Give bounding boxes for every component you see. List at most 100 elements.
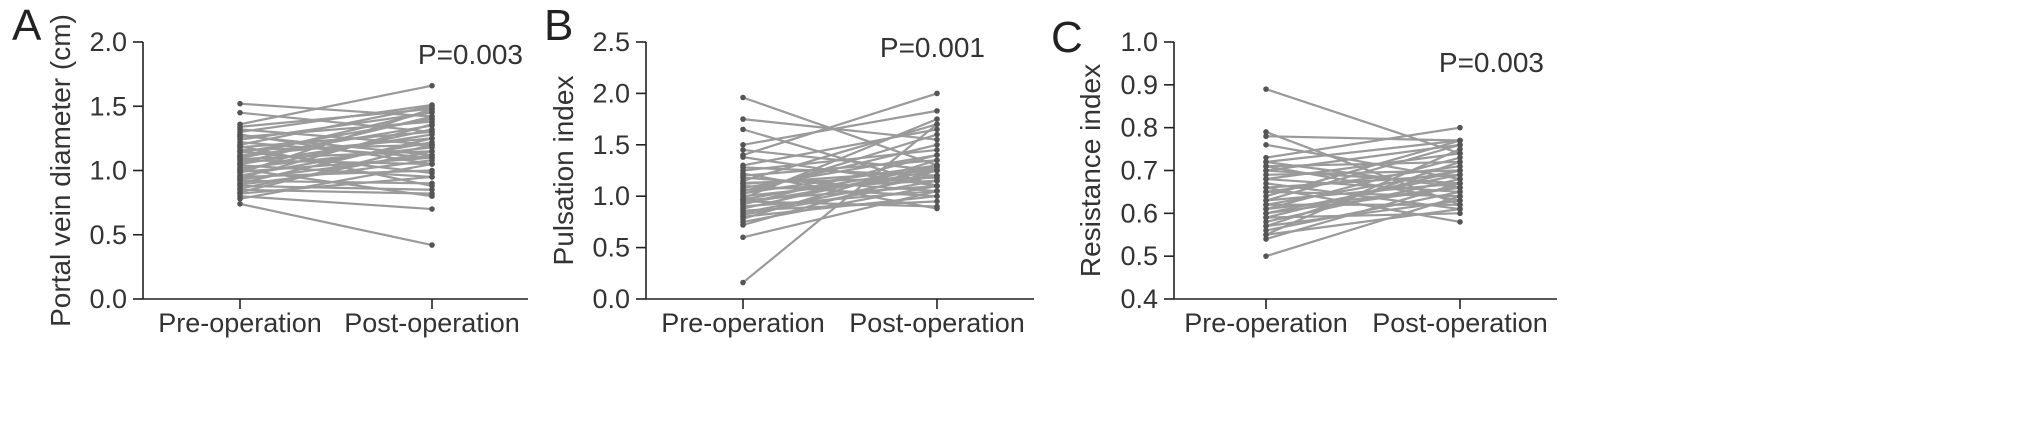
x-tick-label: Pre-operation: [1184, 308, 1348, 338]
post-operation-point: [934, 205, 940, 212]
post-operation-point: [1457, 150, 1463, 157]
paired-line: [1265, 169, 1461, 206]
post-operation-point: [1457, 201, 1463, 208]
post-operation-point: [429, 108, 435, 115]
post-operation-point: [1457, 206, 1463, 212]
paired-line: [742, 128, 938, 167]
pre-operation-point: [1263, 231, 1269, 238]
paired-line: [742, 123, 938, 182]
post-operation-point: [1457, 219, 1463, 225]
paired-line: [1265, 143, 1461, 202]
paired-line: [239, 115, 433, 164]
pre-operation-point: [1263, 189, 1269, 195]
post-operation-point: [429, 206, 435, 212]
pre-operation-point: [740, 147, 746, 153]
chart-panel-a: A 0.0 0.5 1.0 1.5 2.0 Pre-operation Post-operat…: [12, 1, 528, 338]
pre-operation-point: [740, 279, 746, 286]
pre-operation-point: [1263, 201, 1269, 208]
y-tick-label: 0.6: [1120, 198, 1158, 228]
paired-line: [1265, 195, 1461, 258]
paired-line: [1265, 88, 1461, 155]
post-operation-point: [1457, 193, 1463, 199]
paired-line: [1265, 169, 1461, 185]
paired-line: [239, 184, 433, 191]
post-operation-point: [1457, 159, 1463, 165]
paired-line: [239, 162, 433, 200]
pre-operation-point: [1263, 167, 1269, 174]
p-value-annotation: P=0.001: [880, 32, 985, 63]
post-operation-point: [429, 174, 435, 180]
pre-operation-point: [1263, 86, 1269, 92]
pre-operation-point: [1263, 159, 1269, 165]
pre-operation-point: [1263, 219, 1269, 225]
pre-operation-point: [1263, 193, 1269, 199]
post-operation-point: [1457, 124, 1463, 131]
post-operation-point: [934, 183, 940, 189]
panel-letter: A: [12, 1, 42, 50]
x-tick-label: Post-operation: [1372, 308, 1548, 338]
pre-operation-point: [740, 180, 746, 186]
paired-line: [742, 189, 938, 239]
y-tick-label: 0.9: [1120, 70, 1158, 100]
post-operation-point: [1457, 137, 1463, 144]
pre-operation-point: [1263, 163, 1269, 170]
paired-line: [239, 134, 433, 157]
post-operation-point: [429, 157, 435, 164]
pre-operation-point: [740, 154, 746, 160]
post-operation-point: [934, 108, 940, 114]
paired-line: [742, 133, 938, 196]
pre-operation-point: [740, 142, 746, 148]
pre-operation-point: [1263, 184, 1269, 191]
pre-operation-point: [237, 195, 243, 202]
paired-line: [239, 159, 433, 186]
pre-operation-point: [740, 234, 746, 241]
paired-line: [1265, 182, 1461, 241]
paired-line: [239, 164, 433, 179]
post-operation-point: [429, 82, 435, 89]
post-operation-point: [934, 157, 940, 164]
paired-line: [1265, 199, 1461, 228]
post-operation-point: [934, 147, 940, 153]
paired-lines: [239, 84, 433, 247]
post-operation-point: [429, 131, 435, 138]
paired-line: [742, 123, 938, 284]
paired-line: [742, 174, 938, 214]
pre-operation-point: [740, 196, 746, 203]
post-operation-point: [429, 121, 435, 128]
paired-points: [1263, 86, 1463, 259]
paired-line: [239, 168, 433, 198]
post-operation-point: [429, 113, 435, 120]
paired-line: [239, 103, 433, 134]
paired-line: [239, 111, 433, 134]
paired-line: [1265, 148, 1461, 236]
pre-operation-point: [1263, 171, 1269, 178]
y-axis-label: Pulsation index: [548, 76, 579, 266]
y-tick-label: 2.5: [592, 27, 630, 57]
post-operation-point: [429, 186, 435, 193]
paired-line: [239, 137, 433, 185]
x-tick-label: Post-operation: [849, 308, 1025, 338]
pre-operation-point: [740, 222, 746, 228]
paired-line: [742, 159, 938, 220]
paired-line: [239, 102, 433, 118]
paired-line: [742, 166, 938, 201]
paired-line: [742, 92, 938, 157]
pre-operation-point: [1263, 210, 1269, 217]
x-tick-label: Pre-operation: [661, 308, 825, 338]
post-operation-point: [429, 167, 435, 174]
pre-operation-point: [1263, 176, 1269, 182]
y-tick-label: 0.5: [89, 220, 127, 250]
pre-operation-point: [1263, 180, 1269, 187]
y-tick-label: 2.0: [592, 78, 630, 108]
chart-panel-c: C 0.4 0.5 0.6 0.7 0.8 0.9 1.0 Pre-operation Post-…: [1051, 13, 1557, 338]
pre-operation-point: [740, 94, 746, 101]
pre-operation-point: [237, 109, 243, 116]
post-operation-point: [429, 183, 435, 189]
panel-letter: C: [1051, 13, 1083, 62]
paired-line: [1265, 156, 1461, 211]
paired-line: [239, 202, 433, 247]
pre-operation-point: [237, 153, 243, 160]
y-axis-label: Portal vein diameter (cm): [45, 14, 76, 327]
y-tick-label: 1.5: [592, 130, 630, 160]
